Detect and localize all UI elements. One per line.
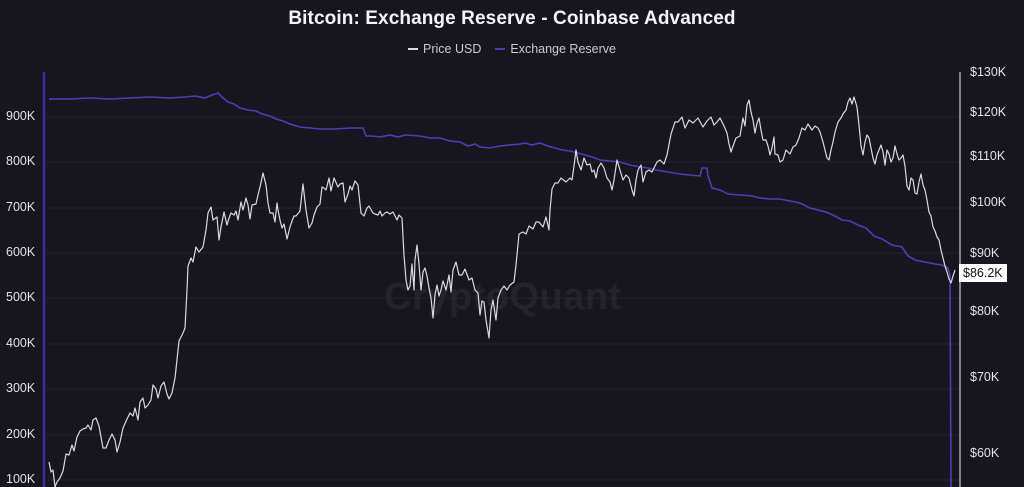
left-axis-label: 600K [6,245,36,259]
chart-legend: Price USD Exchange Reserve [0,42,1024,56]
legend-label-reserve: Exchange Reserve [510,42,616,56]
right-axis-label: $130K [970,65,1007,79]
watermark: CryptoQuant [384,276,622,318]
legend-label-price: Price USD [423,42,482,56]
right-axis-label: $120K [970,105,1007,119]
left-axis-label: 200K [6,427,36,441]
chart-title: Bitcoin: Exchange Reserve - Coinbase Adv… [288,8,736,29]
right-axis-label: $90K [970,246,1000,260]
left-axis-label: 800K [6,154,36,168]
right-axis-label: $80K [970,304,1000,318]
left-axis-label: 700K [6,200,36,214]
price-legend-swatch-icon [408,48,419,50]
right-axis-label: $70K [970,370,1000,384]
reserve-line [49,92,952,487]
right-axis-label: $100K [970,195,1007,209]
left-axis-label: 400K [6,336,36,350]
left-axis-label: 300K [6,381,36,395]
current-price-badge: $86.2K [959,264,1007,282]
legend-item-price[interactable]: Price USD [408,42,481,56]
gridlines [46,116,958,481]
left-axis-label: 500K [6,290,36,304]
right-axis-label: $60K [970,446,1000,460]
reserve-legend-swatch-icon [495,48,506,50]
legend-item-reserve[interactable]: Exchange Reserve [495,42,616,56]
left-axis-label: 900K [6,109,36,123]
price-line [48,96,956,487]
left-axis-label: 100K [6,472,36,486]
right-axis-label: $110K [970,149,1006,163]
